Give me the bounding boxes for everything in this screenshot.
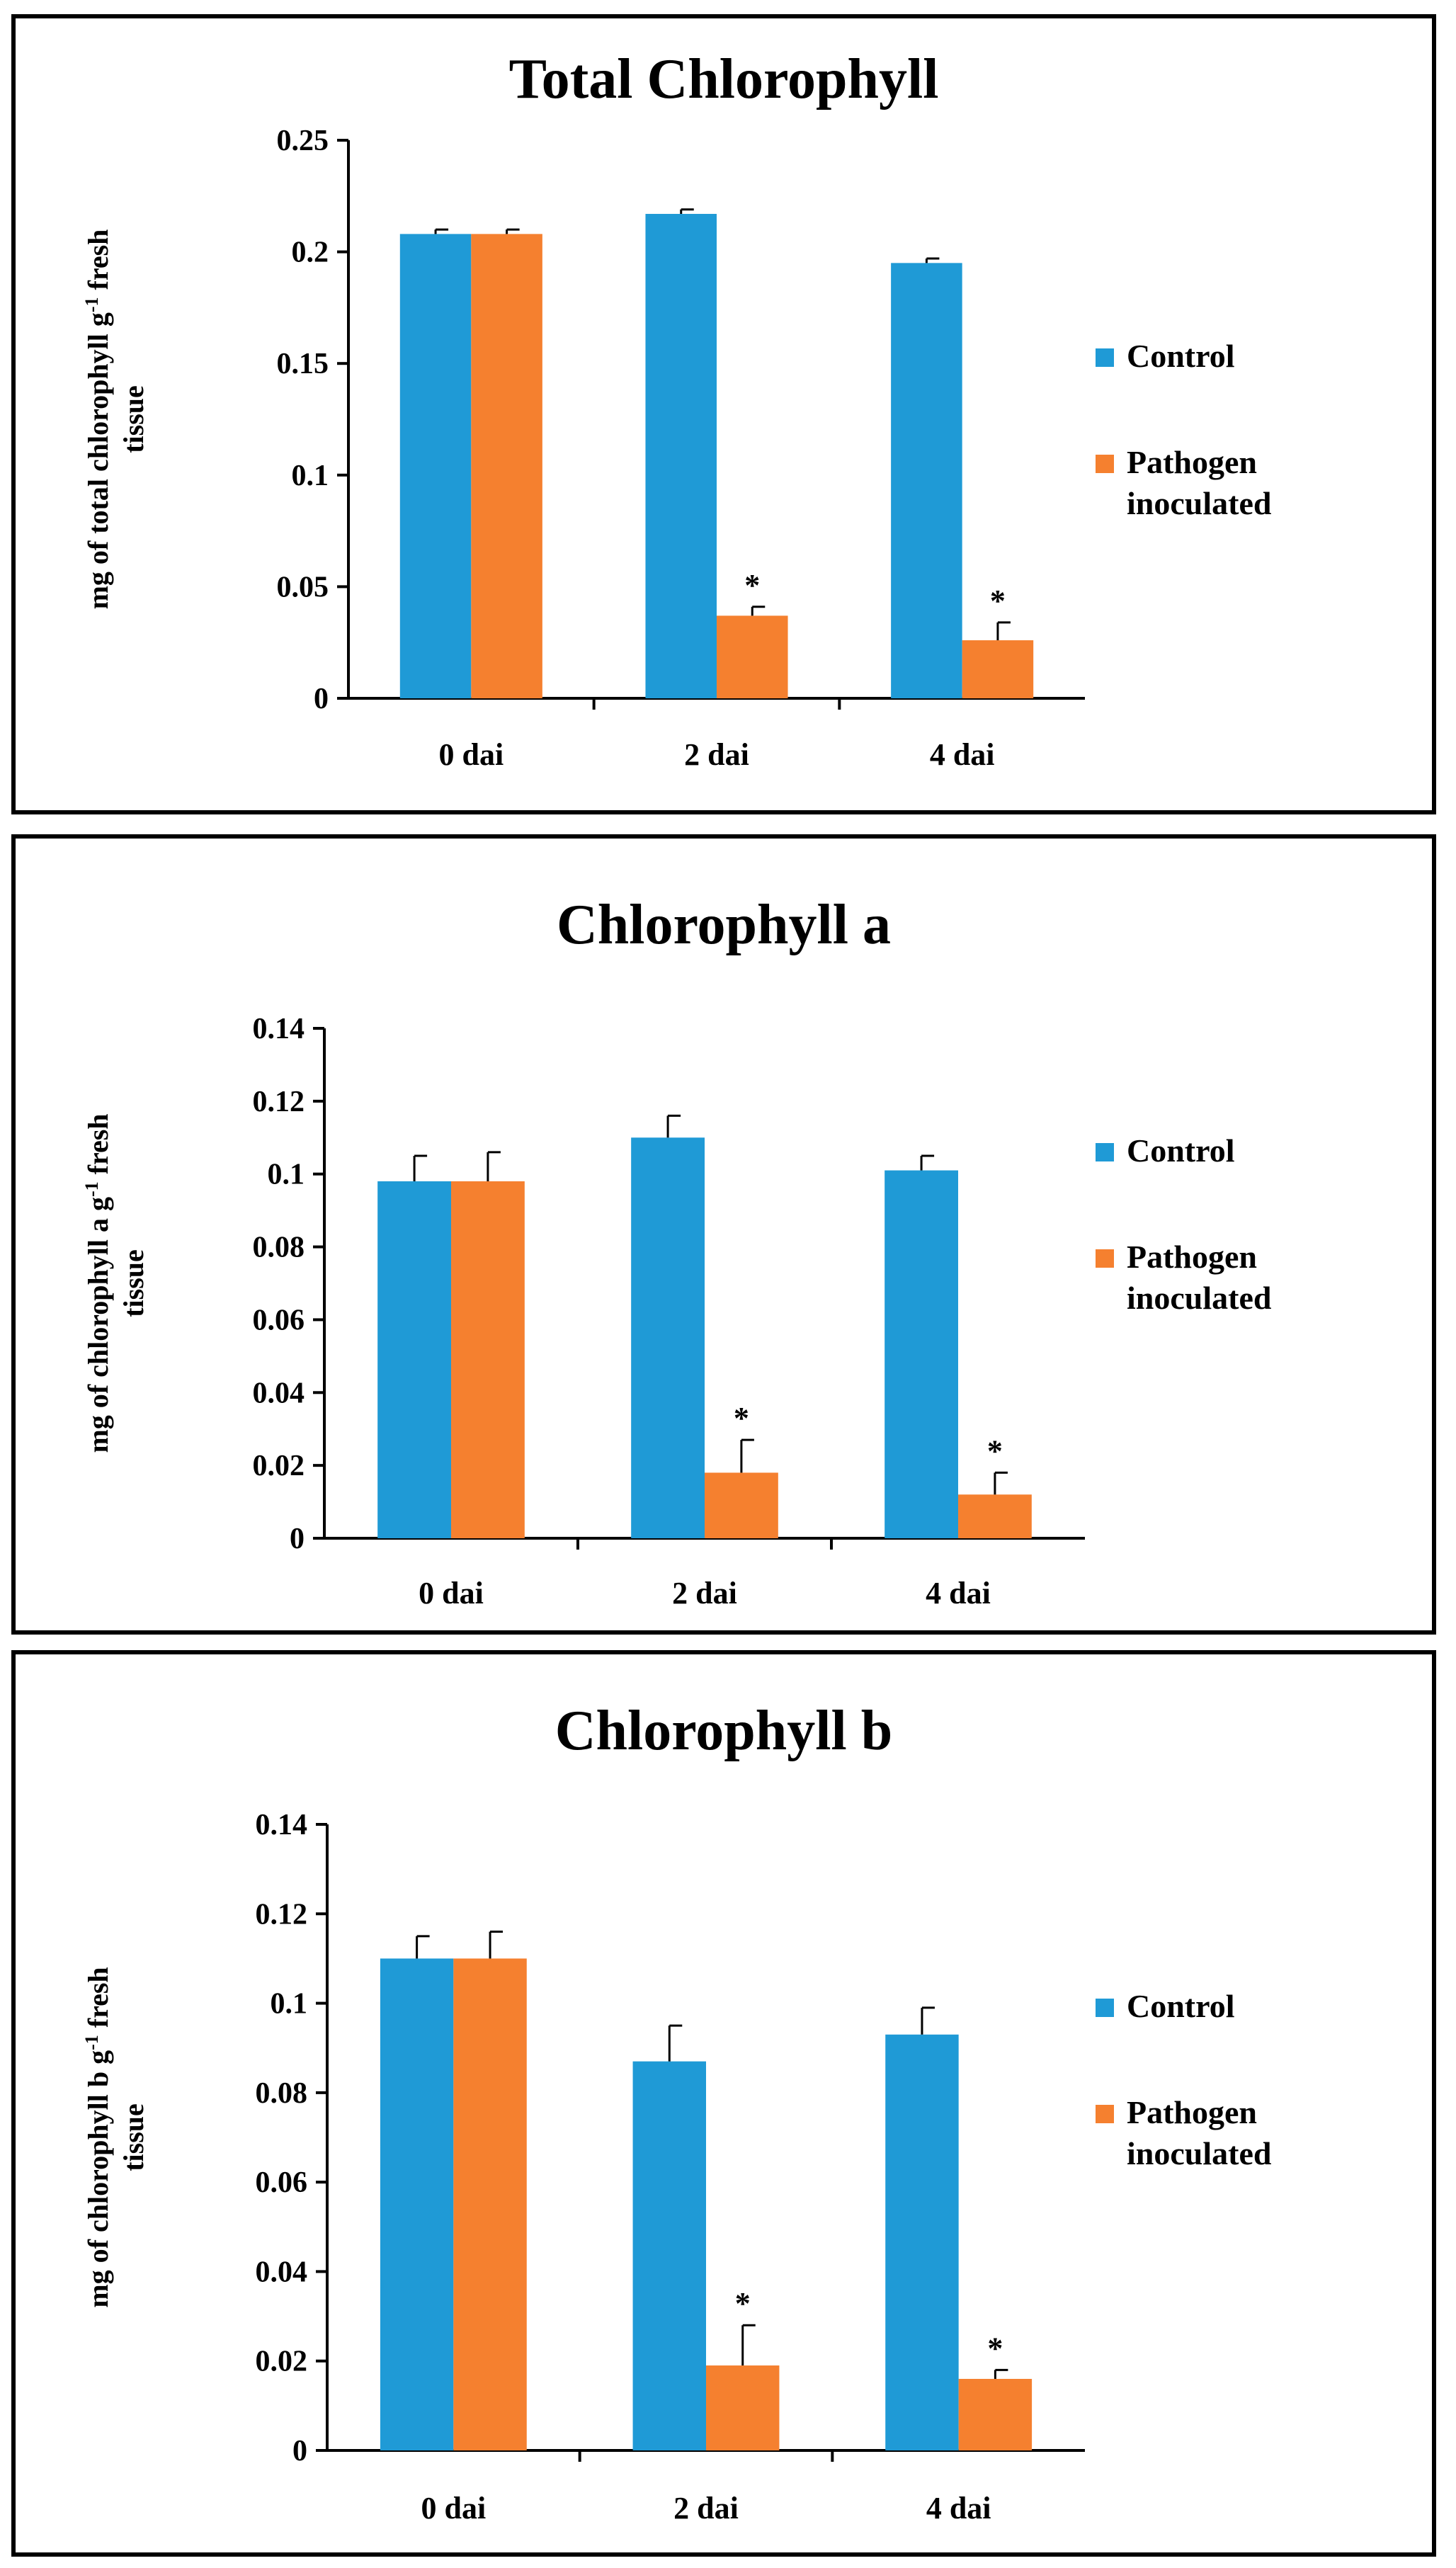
legend-swatch-pathogen-inoculated (1096, 1249, 1114, 1268)
y-tick-label: 0.12 (256, 1898, 308, 1931)
bar-pathogen-inoculated (706, 2365, 780, 2450)
x-tick-label: 4 dai (926, 1576, 991, 1610)
bar-pathogen-inoculated (717, 615, 788, 698)
y-axis-label: mg of total chlorophyll g-1 freshtissue (81, 229, 150, 610)
chart-title: Chlorophyll b (555, 1700, 892, 1762)
bar-control (891, 263, 962, 698)
chart-title: Total Chlorophyll (509, 48, 939, 110)
y-tick-label: 0.1 (271, 1988, 308, 2021)
significance-mark: * (735, 2286, 751, 2321)
legend-label: Control (1127, 1132, 1235, 1169)
y-tick-label: 0 (292, 2435, 307, 2467)
legend-label: inoculated (1127, 485, 1272, 521)
x-tick-label: 2 dai (673, 2491, 739, 2526)
chart-panel-total-chlorophyll: Total Chlorophyll mg of total chlorophyll… (11, 14, 1436, 814)
y-tick-label: 0.06 (253, 1304, 305, 1336)
bar-pathogen-inoculated (451, 1181, 525, 1538)
y-axis-label: mg of chlorophyll a g-1 freshtissue (81, 1113, 150, 1453)
bar-control (645, 214, 717, 698)
y-axis-label-line1: mg of total chlorophyll g-1 fresh (81, 229, 115, 610)
bar-control (885, 1170, 958, 1538)
y-tick-label: 0.02 (253, 1450, 305, 1482)
significance-mark: * (744, 568, 760, 603)
bar-pathogen-inoculated (705, 1472, 778, 1538)
x-tick-label: 0 dai (438, 737, 504, 772)
y-tick-label: 0.1 (268, 1159, 305, 1191)
y-axis-label: mg of chlorophyll b g-1 freshtissue (81, 1967, 150, 2307)
legend-label: Pathogen (1127, 1239, 1257, 1275)
bar-control (885, 2034, 959, 2450)
chart-panel-chlorophyll-b: Chlorophyll b mg of chlorophyll b g-1 fre… (11, 1650, 1436, 2557)
y-tick-label: 0.15 (277, 348, 329, 380)
legend-swatch-control (1096, 348, 1114, 367)
y-tick-label: 0.12 (253, 1086, 305, 1118)
x-tick-label: 4 dai (926, 2491, 991, 2526)
y-tick-label: 0.06 (256, 2166, 308, 2199)
legend-label: Control (1127, 338, 1235, 374)
significance-mark: * (987, 2331, 1003, 2365)
y-tick-label: 0.25 (277, 125, 329, 157)
bar-pathogen-inoculated (453, 1958, 527, 2450)
x-tick-label: 2 dai (684, 737, 749, 772)
y-axis-label-line2: tissue (118, 1249, 149, 1317)
bar-pathogen-inoculated (958, 1494, 1032, 1538)
legend-label: Control (1127, 1988, 1235, 2024)
bar-pathogen-inoculated (471, 234, 542, 698)
y-tick-label: 0 (314, 683, 329, 715)
y-tick-label: 0.05 (277, 571, 329, 603)
y-axis-label-line2: tissue (118, 385, 149, 453)
x-tick-label: 4 dai (930, 737, 995, 772)
y-tick-label: 0.08 (253, 1232, 305, 1264)
chart-title: Chlorophyll a (557, 894, 891, 956)
bar-control (380, 1958, 454, 2450)
y-tick-label: 0 (290, 1523, 305, 1555)
legend-label: inoculated (1127, 1280, 1272, 1316)
y-tick-label: 0.04 (253, 1377, 305, 1409)
significance-mark: * (987, 1433, 1003, 1468)
y-axis-label-line2: tissue (118, 2103, 149, 2171)
y-tick-label: 0.14 (253, 1013, 305, 1045)
chart-svg: Chlorophyll b mg of chlorophyll b g-1 fre… (81, 1700, 1272, 2526)
chart-svg: Chlorophyll a mg of chlorophyll a g-1 fre… (81, 894, 1272, 1610)
legend-label: Pathogen (1127, 2094, 1257, 2130)
chart-svg: Total Chlorophyll mg of total chlorophyll… (81, 48, 1272, 772)
y-axis-label-line1: mg of chlorophyll b g-1 fresh (81, 1967, 115, 2307)
bar-control (632, 2061, 706, 2450)
y-tick-label: 0.04 (256, 2256, 308, 2288)
y-tick-label: 0.08 (256, 2077, 308, 2110)
x-tick-label: 2 dai (672, 1576, 737, 1610)
legend-label: Pathogen (1127, 444, 1257, 480)
bar-pathogen-inoculated (958, 2378, 1033, 2450)
y-tick-label: 0.14 (256, 1809, 308, 1841)
bar-control (631, 1137, 705, 1538)
legend-swatch-pathogen-inoculated (1096, 2105, 1114, 2123)
chart-panel-chlorophyll-a: Chlorophyll a mg of chlorophyll a g-1 fre… (11, 834, 1436, 1635)
bar-control (377, 1181, 451, 1538)
y-tick-label: 0.2 (292, 237, 329, 269)
legend-swatch-control (1096, 1143, 1114, 1161)
legend-label: inoculated (1127, 2135, 1272, 2171)
significance-mark: * (990, 584, 1006, 618)
bar-control (399, 234, 472, 698)
significance-mark: * (734, 1401, 749, 1436)
y-tick-label: 0.02 (256, 2346, 308, 2378)
x-tick-label: 0 dai (421, 2491, 486, 2526)
x-tick-label: 0 dai (419, 1576, 484, 1610)
bar-pathogen-inoculated (962, 640, 1034, 698)
y-tick-label: 0.1 (292, 460, 329, 492)
legend-swatch-pathogen-inoculated (1096, 455, 1114, 473)
legend-swatch-control (1096, 1999, 1114, 2017)
y-axis-label-line1: mg of chlorophyll a g-1 fresh (81, 1113, 115, 1453)
